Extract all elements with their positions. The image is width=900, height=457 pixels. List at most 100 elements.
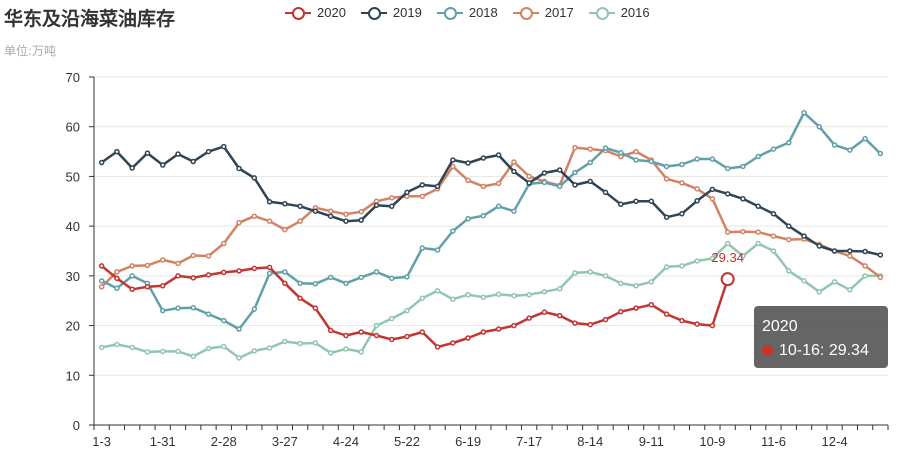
data-point[interactable]: [511, 292, 517, 299]
data-point[interactable]: [327, 274, 334, 281]
data-point[interactable]: [343, 218, 349, 224]
data-point[interactable]: [343, 211, 349, 217]
data-point[interactable]: [389, 336, 395, 343]
data-point[interactable]: [282, 226, 288, 233]
data-point[interactable]: [297, 295, 303, 301]
data-point[interactable]: [740, 196, 746, 202]
data-point[interactable]: [480, 329, 487, 335]
data-point[interactable]: [205, 345, 212, 352]
data-point[interactable]: [526, 173, 532, 180]
data-point[interactable]: [297, 340, 303, 347]
data-point[interactable]: [801, 278, 807, 284]
data-point[interactable]: [159, 307, 166, 314]
data-point[interactable]: [495, 180, 502, 187]
legend-item-2020[interactable]: 2020: [285, 5, 346, 20]
data-point[interactable]: [266, 264, 273, 271]
data-point[interactable]: [175, 151, 181, 157]
data-point[interactable]: [358, 349, 364, 355]
data-point[interactable]: [847, 248, 853, 254]
data-point[interactable]: [221, 143, 227, 150]
data-point[interactable]: [114, 285, 120, 292]
data-point[interactable]: [114, 275, 120, 282]
data-point[interactable]: [862, 273, 868, 279]
data-point[interactable]: [709, 186, 716, 193]
data-point[interactable]: [786, 223, 792, 229]
data-point[interactable]: [724, 191, 731, 197]
data-point[interactable]: [618, 201, 624, 208]
data-point[interactable]: [251, 348, 258, 354]
data-point[interactable]: [816, 123, 823, 130]
data-point[interactable]: [633, 305, 639, 311]
data-point[interactable]: [389, 195, 395, 201]
data-point[interactable]: [465, 160, 471, 166]
data-point[interactable]: [129, 165, 135, 171]
data-point[interactable]: [434, 288, 441, 294]
data-point[interactable]: [694, 321, 700, 327]
data-point[interactable]: [159, 348, 166, 355]
data-point[interactable]: [648, 198, 655, 205]
highlighted-point[interactable]: [720, 272, 735, 287]
data-point[interactable]: [770, 233, 777, 239]
data-point[interactable]: [877, 274, 884, 281]
data-point[interactable]: [663, 214, 670, 220]
data-point[interactable]: [801, 233, 807, 239]
data-point[interactable]: [633, 157, 639, 163]
data-point[interactable]: [541, 179, 548, 186]
data-point[interactable]: [144, 262, 151, 269]
data-point[interactable]: [450, 340, 456, 346]
data-point[interactable]: [679, 161, 685, 168]
data-point[interactable]: [327, 327, 334, 334]
legend-item-2019[interactable]: 2019: [360, 5, 422, 20]
data-point[interactable]: [343, 332, 349, 339]
data-point[interactable]: [709, 156, 716, 162]
data-point[interactable]: [679, 263, 685, 269]
data-point[interactable]: [740, 228, 746, 235]
data-point[interactable]: [297, 280, 303, 287]
data-point[interactable]: [221, 240, 227, 247]
data-point[interactable]: [556, 286, 563, 292]
data-point[interactable]: [236, 326, 242, 332]
data-point[interactable]: [389, 315, 395, 322]
data-point[interactable]: [541, 309, 548, 315]
data-point[interactable]: [389, 203, 395, 210]
data-point[interactable]: [419, 295, 426, 301]
data-point[interactable]: [450, 296, 456, 302]
data-point[interactable]: [495, 152, 502, 158]
data-point[interactable]: [327, 208, 334, 214]
data-point[interactable]: [205, 148, 212, 155]
data-point[interactable]: [572, 270, 578, 276]
data-point[interactable]: [434, 247, 441, 253]
data-point[interactable]: [373, 202, 380, 209]
data-point[interactable]: [297, 218, 303, 224]
data-point[interactable]: [312, 305, 319, 311]
data-point[interactable]: [847, 147, 853, 153]
data-point[interactable]: [251, 306, 258, 312]
data-point[interactable]: [114, 269, 120, 275]
legend-item-2018[interactable]: 2018: [436, 5, 498, 20]
data-point[interactable]: [862, 248, 868, 255]
data-point[interactable]: [709, 322, 716, 329]
data-point[interactable]: [297, 203, 303, 210]
data-point[interactable]: [831, 279, 838, 285]
legend-item-2017[interactable]: 2017: [512, 5, 574, 20]
data-point[interactable]: [434, 344, 441, 350]
data-point[interactable]: [465, 215, 471, 222]
data-point[interactable]: [526, 315, 532, 321]
data-point[interactable]: [694, 198, 700, 204]
data-point[interactable]: [602, 273, 609, 279]
data-point[interactable]: [190, 304, 196, 311]
data-point[interactable]: [236, 355, 242, 361]
data-point[interactable]: [282, 338, 288, 345]
data-point[interactable]: [404, 189, 410, 196]
data-point[interactable]: [419, 329, 426, 335]
data-point[interactable]: [770, 210, 777, 217]
legend-item-2016[interactable]: 2016: [588, 5, 650, 20]
data-point[interactable]: [266, 345, 273, 351]
data-point[interactable]: [587, 269, 593, 275]
data-point[interactable]: [816, 289, 823, 295]
data-point[interactable]: [312, 281, 319, 287]
data-point[interactable]: [373, 332, 380, 339]
data-point[interactable]: [663, 264, 670, 270]
data-point[interactable]: [190, 252, 196, 259]
data-point[interactable]: [98, 278, 105, 284]
